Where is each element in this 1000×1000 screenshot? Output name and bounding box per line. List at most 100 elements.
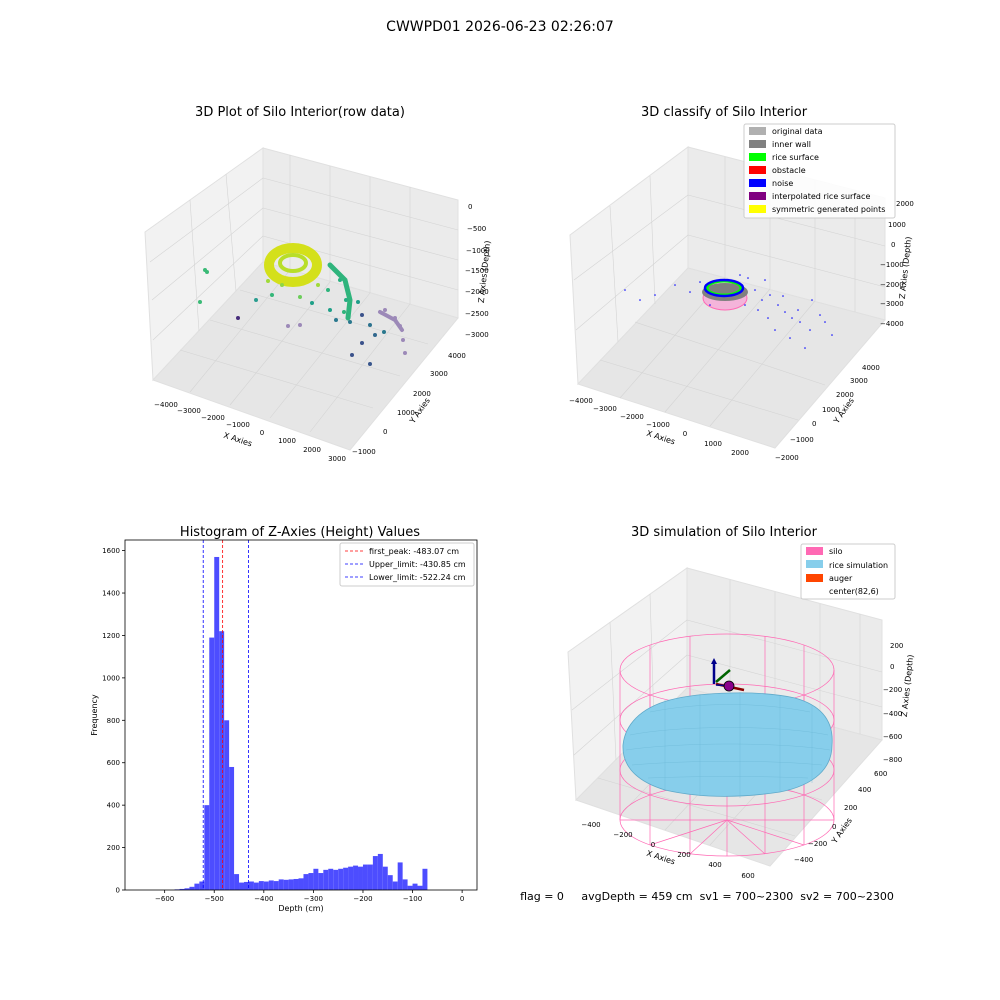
hist-title: Histogram of Z-Axies (Height) Values <box>180 525 420 540</box>
panel-raw-3d: 3D Plot of Silo Interior(row data) <box>144 105 492 463</box>
auger-marker <box>711 658 745 692</box>
noise-point <box>767 317 769 319</box>
sim-x-ticks: −400 −200 0 200 400 600 <box>581 821 754 880</box>
legend-label: Lower_limit: -522.24 cm <box>369 573 466 582</box>
classify-legend: original data inner wall rice surface ob… <box>743 123 896 219</box>
class-noise-points <box>624 274 833 349</box>
hist-bar <box>263 881 269 890</box>
tick-label: 200 <box>890 642 903 650</box>
silo-spoke <box>649 819 728 846</box>
rice-mesh-line <box>625 743 831 751</box>
legend-swatch-noise <box>749 179 766 187</box>
hist-bar <box>214 556 220 890</box>
raw-point <box>403 351 407 355</box>
hist-y-tick-label: 800 <box>107 717 120 725</box>
tick-label: −3000 <box>465 331 489 339</box>
raw-point <box>286 324 290 328</box>
tick-label: −3000 <box>880 300 904 308</box>
noise-point <box>804 347 806 349</box>
hist-bar <box>402 879 408 890</box>
tick-label: 1000 <box>397 409 415 417</box>
raw-point <box>382 330 386 334</box>
legend-label: auger <box>829 574 853 583</box>
hist-bar <box>189 886 195 890</box>
noise-point <box>784 311 786 313</box>
raw-point <box>342 310 346 314</box>
tick-label: −1000 <box>646 421 670 429</box>
pane-floor <box>152 261 459 451</box>
tick-label: −4000 <box>154 401 178 409</box>
tick-label: 3000 <box>850 377 868 385</box>
tick-label: −3000 <box>593 405 617 413</box>
tick-label: −600 <box>883 733 902 741</box>
hist-bar <box>239 882 244 890</box>
hist-bar <box>248 881 254 890</box>
tick-label: −200 <box>883 686 902 694</box>
hist-bar <box>199 881 205 890</box>
raw-point <box>236 316 240 320</box>
hist-y-tick-label: 0 <box>116 887 120 895</box>
classify-xlabel: X Axies <box>645 429 676 447</box>
tick-label: 2000 <box>731 449 749 457</box>
tick-label: 4000 <box>862 364 880 372</box>
hist-bar <box>234 874 240 890</box>
noise-point <box>791 317 793 319</box>
raw-z-ticks: 0 −500 −1000 −1500 −2000 −2500 −3000 <box>465 203 490 339</box>
hist-y-tick-label: 1400 <box>102 590 120 598</box>
legend-label: obstacle <box>772 166 806 175</box>
rice-mesh <box>625 692 831 798</box>
noise-point <box>639 299 641 301</box>
hist-bar <box>358 866 363 890</box>
hist-x-tick-label: −600 <box>155 895 174 903</box>
raw-point <box>254 298 258 302</box>
rice-mesh-line <box>631 761 823 766</box>
noise-point <box>744 304 746 306</box>
raw-scatter-points <box>198 243 407 366</box>
tick-label: −1000 <box>226 421 250 429</box>
tick-label: 1000 <box>888 221 906 229</box>
hist-bar <box>278 879 284 890</box>
tick-label: −400 <box>883 710 902 718</box>
legend-label: rice surface <box>772 153 819 162</box>
hist-y-tick-label: 1000 <box>102 674 120 682</box>
tick-label: −2000 <box>201 414 225 422</box>
hist-bar <box>219 631 225 890</box>
raw-point <box>280 283 284 287</box>
raw-point <box>360 341 364 345</box>
tick-label: 0 <box>891 241 895 249</box>
hist-axes-frame <box>124 539 478 891</box>
hist-bar <box>184 888 190 890</box>
hist-x-tick-label: −100 <box>403 895 422 903</box>
tick-label: 0 <box>812 420 816 428</box>
hist-bar <box>313 868 319 890</box>
sim-xlabel: X Axies <box>645 849 676 867</box>
raw-ring-inner <box>278 253 308 273</box>
panel-classify-title: 3D classify of Silo Interior <box>641 105 808 120</box>
raw-point <box>383 308 387 312</box>
legend-label: inner wall <box>772 140 811 149</box>
noise-point <box>747 277 749 279</box>
classify-y-ticks: −2000 −1000 0 1000 2000 3000 4000 <box>775 364 880 462</box>
hist-x-tick-label: −500 <box>205 895 224 903</box>
raw-point <box>316 283 320 287</box>
raw-point <box>266 279 270 283</box>
hist-bar <box>417 885 423 890</box>
tick-label: −500 <box>467 225 486 233</box>
raw-point <box>198 300 202 304</box>
hist-legend: first_peak: -483.07 cm Upper_limit: -430… <box>339 542 475 587</box>
legend-label: original data <box>772 127 823 136</box>
noise-point <box>809 329 811 331</box>
raw-point <box>356 300 360 304</box>
pane-floor <box>577 267 886 449</box>
raw-xlabel: X Axies <box>222 431 253 449</box>
silo-spoke <box>726 819 805 846</box>
tick-label: 0 <box>260 429 264 437</box>
silo-spoke <box>689 819 728 855</box>
raw-wall-streak <box>327 262 353 321</box>
noise-point <box>699 281 701 283</box>
tick-label: 2000 <box>303 446 321 454</box>
tick-label: 0 <box>468 203 472 211</box>
tick-label: 2000 <box>896 200 914 208</box>
noise-point <box>654 294 656 296</box>
legend-box <box>743 123 896 219</box>
